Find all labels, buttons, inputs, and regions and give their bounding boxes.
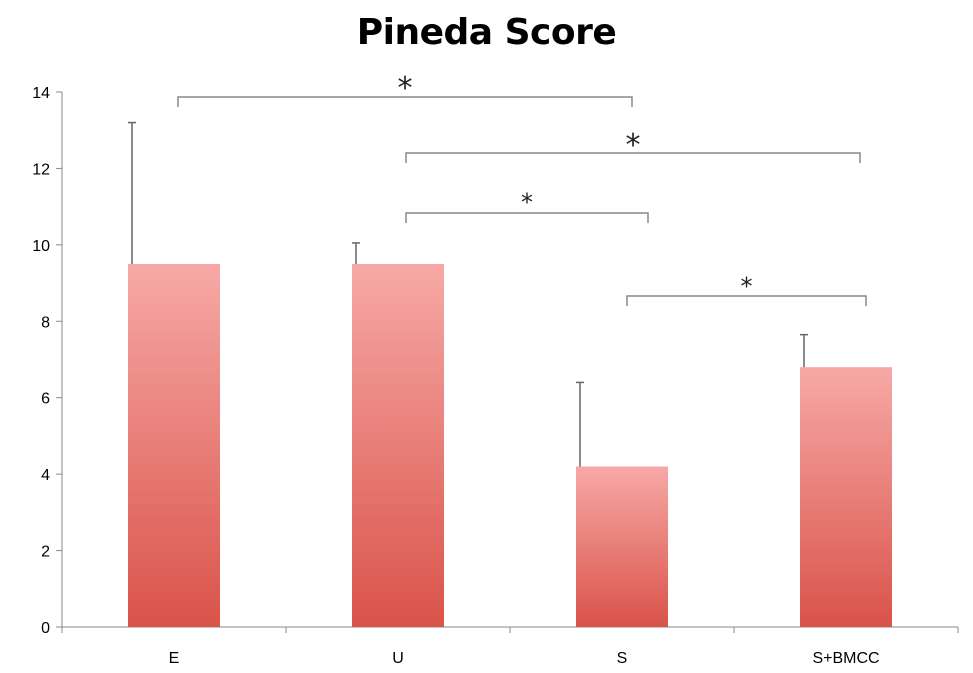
y-tick-label: 14 — [32, 85, 50, 102]
x-tick-label: S+BMCC — [812, 650, 879, 667]
y-tick-label: 4 — [41, 467, 50, 484]
significance-star: * — [626, 128, 641, 163]
y-tick-label: 12 — [32, 161, 50, 178]
significance-star: * — [398, 71, 413, 106]
significance-bracket — [177, 96, 633, 107]
significance-bracket — [405, 152, 861, 163]
bar-e — [128, 263, 220, 627]
bar-u — [352, 263, 444, 627]
significance-bracket — [626, 295, 867, 306]
bar-s — [576, 466, 668, 627]
x-tick-label: E — [169, 650, 180, 667]
chart-title: Pineda Score — [356, 12, 617, 53]
significance-bracket — [405, 212, 649, 223]
y-tick-label: 6 — [41, 391, 50, 408]
y-tick-label: 10 — [32, 238, 50, 255]
significance-star: * — [521, 188, 533, 216]
error-bars — [128, 121, 808, 467]
x-tick-label: U — [392, 650, 404, 667]
significance-star: * — [741, 272, 753, 300]
x-tick-label: S — [617, 650, 628, 667]
significance-brackets: * * * * — [177, 71, 867, 306]
bar-s-bmcc — [800, 367, 892, 627]
y-tick-label: 8 — [41, 314, 50, 331]
y-tick-label: 0 — [41, 620, 50, 637]
y-tick-label: 2 — [41, 544, 50, 561]
bars — [128, 263, 892, 627]
